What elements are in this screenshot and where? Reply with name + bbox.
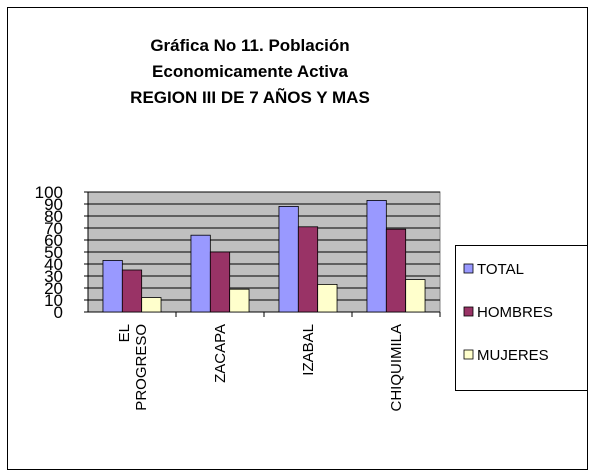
bar [209, 251, 231, 313]
bar [190, 234, 211, 313]
bar [121, 269, 143, 313]
y-tick-label: 20 [44, 279, 63, 298]
chart-title: Gráfica No 11. Población [150, 36, 349, 55]
bar [405, 279, 426, 313]
y-tick-label: 40 [44, 255, 63, 274]
legend-swatch [463, 263, 474, 274]
x-tick-label: ZACAPA [212, 324, 229, 383]
legend-swatch [463, 349, 474, 360]
bar [297, 226, 319, 313]
chart-title: REGION III DE 7 AÑOS Y MAS [130, 87, 370, 107]
legend-label: TOTAL [477, 261, 524, 278]
bar [229, 288, 250, 313]
y-tick-label: 80 [44, 207, 63, 226]
chart-title: Economicamente Activa [152, 62, 348, 81]
bar [366, 199, 387, 313]
y-tick-label: 60 [44, 231, 63, 250]
x-tick-label: IZABAL [300, 324, 317, 376]
legend-box [455, 245, 588, 391]
y-tick-label: 100 [35, 183, 63, 202]
y-tick-label: 50 [44, 243, 63, 262]
y-tick-label: 0 [54, 303, 63, 322]
bar [141, 297, 162, 313]
y-tick-label: 10 [44, 291, 63, 310]
y-tick-label: 30 [44, 267, 63, 286]
x-tick-label: ELPROGRESO [116, 324, 150, 411]
legend-label: HOMBRES [477, 304, 553, 321]
bar [385, 228, 407, 313]
bar [278, 205, 299, 313]
legend-swatch [463, 306, 474, 317]
bar [102, 259, 123, 313]
x-tick-label: CHIQUIMILA [388, 324, 405, 412]
legend-label: MUJERES [477, 347, 549, 364]
y-tick-label: 90 [44, 195, 63, 214]
bar [317, 283, 338, 313]
y-tick-label: 70 [44, 219, 63, 238]
